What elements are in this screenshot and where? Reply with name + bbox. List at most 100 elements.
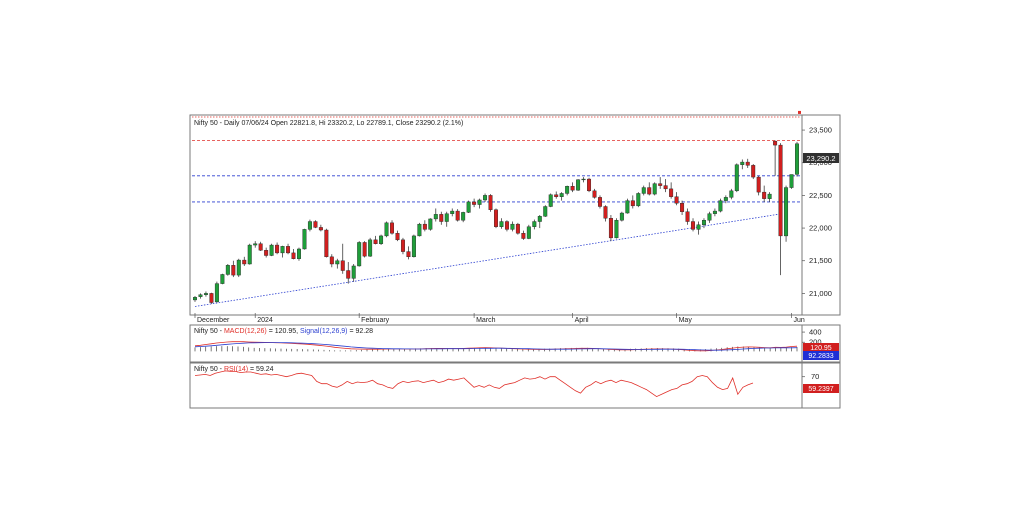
candle [368,237,373,257]
macd-title-signal-value: = 92.28 [348,328,374,335]
candle [302,228,307,250]
candle [756,175,761,196]
candle [499,218,504,229]
candle [559,192,564,201]
candle [264,247,269,258]
candle [307,219,312,232]
candle [696,221,701,235]
candle [198,293,203,299]
candle [395,230,400,242]
x-month-label: Jun [794,317,805,324]
candle [521,230,526,240]
candle [510,221,515,232]
candle [242,256,247,266]
main-chart-title: Nifty 50 - Daily 07/06/24 Open 22821.8, … [194,120,463,127]
candle [340,243,345,274]
candle [483,193,488,202]
candle [636,192,641,208]
x-month-label: February [361,317,390,324]
x-month-label: April [575,317,589,324]
candle [193,296,197,302]
candle [450,208,455,217]
candle [707,211,712,223]
rsi-title-prefix: Nifty 50 - [194,366,224,373]
candle [203,291,208,297]
candle [734,163,739,193]
candle [472,198,477,208]
macd-title: Nifty 50 - MACD(12,26) = 120.95, Signal(… [194,328,373,335]
candle [537,215,542,229]
candle [466,200,471,214]
candle [515,222,520,235]
candle [379,234,384,246]
candle [680,200,685,215]
macd-value-tag: 120.95 [803,343,839,352]
rsi-tick-label: 70 [811,372,819,381]
candle [422,220,427,232]
signal-value-tag: 92.2833 [803,351,839,360]
candle [784,185,789,242]
candle [587,177,592,193]
candle [488,194,493,212]
candle [225,264,230,276]
candle [532,219,537,230]
candle [685,208,690,225]
price-tick-label: 21,500 [809,256,832,265]
candle [258,241,263,251]
price-tick-label: 22,500 [809,191,832,200]
macd-tick-label: 200 [809,338,822,347]
rsi-title-label: RSI(14) [224,366,248,373]
last-price-tag: 23,290.2 [803,153,839,163]
candle [641,185,646,196]
signal-line [194,342,798,351]
rsi-title: Nifty 50 - RSI(14) = 59.24 [194,366,274,373]
candle [477,198,482,209]
candle [433,208,438,222]
candle [762,185,767,202]
candle [576,179,581,191]
candle [778,143,783,276]
candle [581,177,586,183]
candle [773,140,778,176]
candle [231,260,236,278]
candle [647,182,652,196]
candle [280,245,285,258]
candle [357,241,362,267]
candle [417,222,422,237]
candle [614,218,619,239]
candle [652,182,657,196]
candle [701,218,706,229]
candle [669,182,674,199]
candle [286,243,291,255]
candle [236,258,241,278]
candle [494,208,498,229]
candle [663,179,668,193]
rsi-line [194,370,754,398]
candle [619,211,624,222]
candle [406,246,411,260]
candle [751,164,756,180]
x-month-label: May [679,317,693,324]
candle [504,220,509,232]
candle [461,211,466,223]
candle [658,177,663,189]
candle [592,188,597,199]
signal-tag-text: 92.2833 [808,353,833,360]
candle [625,198,630,214]
candle [335,258,340,269]
candle [209,292,214,304]
candle [548,193,553,208]
candle [313,220,318,229]
candle [400,237,405,255]
candle [723,195,728,204]
candle [362,241,367,258]
candle [718,198,723,213]
candle [324,228,329,258]
macd-title-prefix: Nifty 50 - [194,328,224,335]
candle [598,195,602,209]
candle [444,211,449,227]
candle [329,254,334,268]
candle [253,241,258,248]
